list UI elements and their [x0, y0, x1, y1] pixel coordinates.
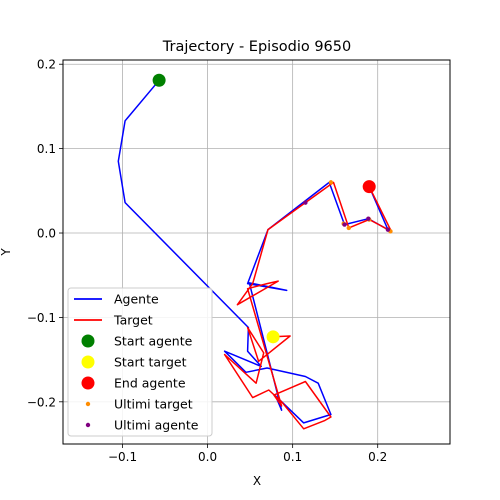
marker-layer: [152, 73, 393, 344]
legend-swatch-start-agente: [81, 334, 95, 348]
x-tick-label: 0.1: [283, 450, 302, 464]
legend-label-start-agente: Start agente: [114, 334, 193, 349]
y-tick-label: 0.0: [37, 227, 56, 241]
legend-label-ultimi-target: Ultimi target: [114, 397, 193, 412]
ultimi-agente-point: [342, 222, 347, 227]
ultimi-agente-point: [366, 216, 371, 221]
legend-swatch-ultimi-agente: [85, 422, 91, 428]
legend-label-ultimi-agente: Ultimi agente: [114, 418, 199, 433]
y-tick-label: −0.2: [27, 395, 56, 409]
legend-swatch-end-agente: [81, 376, 95, 390]
y-tick-label: 0.1: [37, 142, 56, 156]
x-tick-label: 0.2: [368, 450, 387, 464]
legend-swatch-start-target: [81, 355, 95, 369]
series-target-line: [223, 181, 393, 430]
plot-frame: [62, 59, 451, 445]
ultimi-target-point: [346, 225, 351, 231]
ultimi-agente-point: [385, 227, 391, 232]
x-tick-label: 0.0: [198, 450, 217, 464]
start-agente-marker: [152, 73, 166, 87]
x-tick-label: −0.1: [108, 450, 137, 464]
legend: Agente Target Start agente Start target End …: [67, 287, 213, 437]
legend-box: [67, 287, 213, 437]
y-tick-label: 0.2: [37, 58, 56, 72]
legend-label-start-target: Start target: [114, 355, 187, 370]
y-tick-label: −0.1: [27, 311, 56, 325]
ultimi-target-point: [328, 180, 334, 185]
chart-title: Trajectory - Episodio 9650: [162, 39, 351, 55]
ticks: −0.1 0.0 0.1 0.2 0.2 0.1 0.0 −0.1 −0.2: [27, 58, 387, 464]
ultimi-agente-point: [303, 200, 308, 205]
y-axis-label: Y: [0, 248, 13, 257]
legend-label-end-agente: End agente: [114, 376, 186, 391]
x-axis-label: X: [253, 474, 261, 488]
legend-swatch-ultimi-target: [85, 401, 91, 407]
start-target-marker: [266, 330, 280, 344]
legend-label-agente: Agente: [114, 292, 159, 307]
legend-label-target: Target: [113, 313, 153, 328]
end-agente-marker: [362, 180, 376, 194]
